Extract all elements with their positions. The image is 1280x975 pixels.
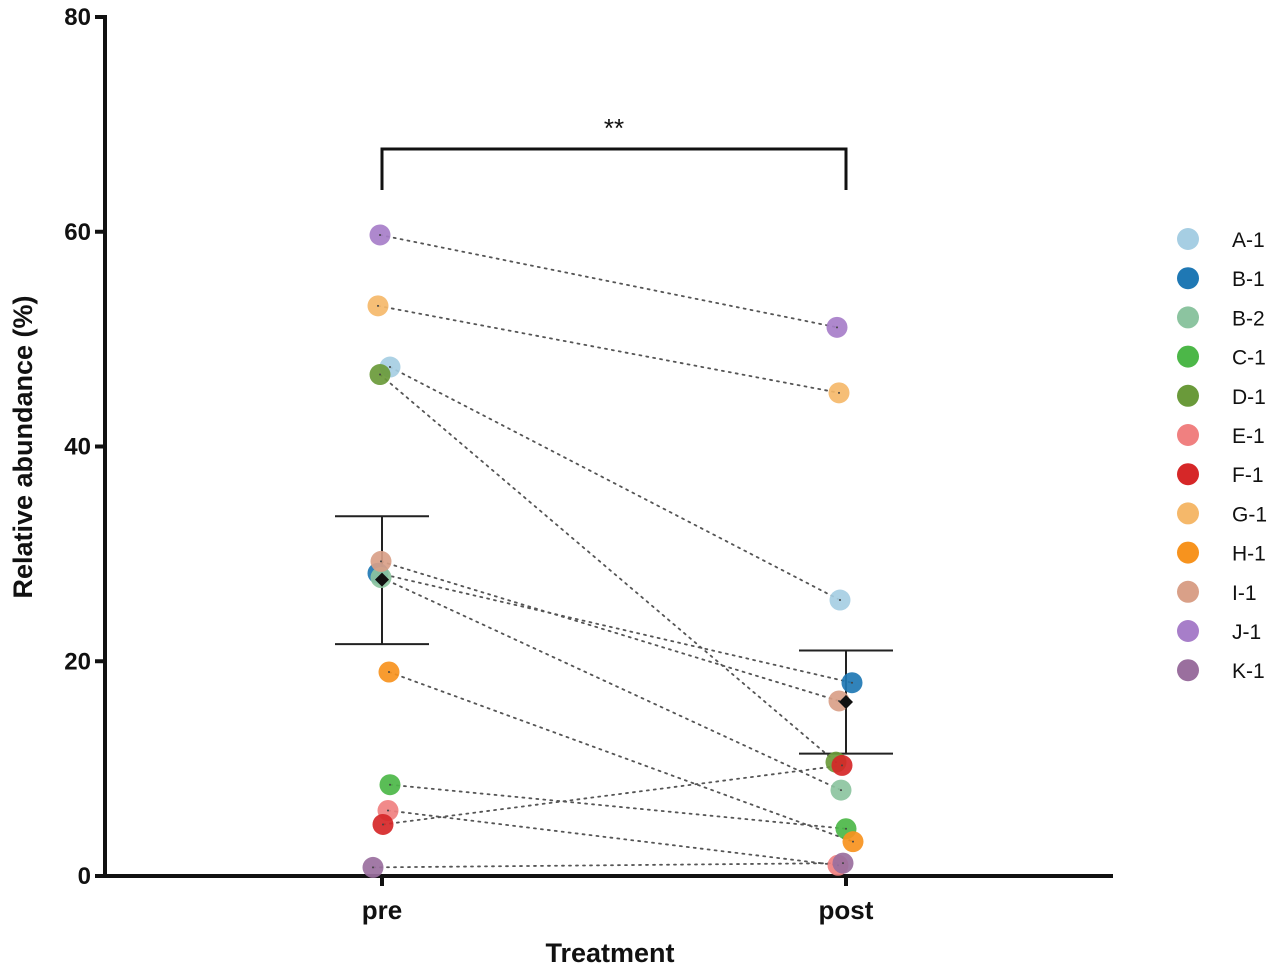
point-center-dot: [379, 373, 381, 376]
connector-E-1: [387, 809, 839, 867]
paired-connectors: [372, 234, 854, 869]
legend-label-H-1: H-1: [1232, 543, 1266, 566]
legend-label-B-2: B-2: [1232, 307, 1265, 330]
x-axis-title: Treatment: [545, 938, 674, 968]
point-center-dot: [387, 809, 389, 812]
connector-K-1: [372, 862, 844, 869]
point-center-dot: [852, 840, 854, 843]
point-center-dot: [841, 764, 843, 767]
y-tick-label: 60: [64, 219, 91, 246]
legend-marker-G-1: [1177, 502, 1199, 525]
legend-marker-J-1: [1177, 620, 1199, 642]
point-center-dot: [851, 681, 853, 684]
point-center-dot: [380, 560, 382, 563]
connector-H-1: [388, 671, 854, 843]
legend-label-K-1: K-1: [1232, 660, 1265, 683]
connector-G-1: [377, 304, 840, 394]
legend-marker-E-1: [1177, 424, 1199, 446]
legend-label-A-1: A-1: [1232, 229, 1265, 252]
axes: 0 20 40 60 80 pre post: [64, 4, 1113, 925]
legend-label-J-1: J-1: [1232, 621, 1261, 644]
legend-label-G-1: G-1: [1232, 503, 1267, 526]
y-tick-label: 40: [64, 434, 91, 461]
point-center-dot: [382, 823, 384, 826]
y-tick-label: 80: [64, 4, 91, 31]
point-center-dot: [838, 699, 840, 702]
legend-marker-D-1: [1177, 384, 1199, 407]
x-tick-label: post: [819, 895, 874, 925]
legend-label-C-1: C-1: [1232, 347, 1266, 370]
mean-marker-post: [839, 695, 853, 710]
legend-marker-H-1: [1177, 541, 1199, 564]
data-points: [362, 224, 864, 878]
point-center-dot: [836, 326, 838, 329]
significance-bracket-line: [380, 147, 848, 190]
point-center-dot: [389, 783, 391, 786]
legend-label-I-1: I-1: [1232, 582, 1257, 605]
point-center-dot: [838, 391, 840, 394]
point-center-dot: [839, 599, 841, 602]
mean-markers: [375, 572, 853, 710]
y-tick-label: 0: [78, 863, 91, 890]
connector-F-1: [382, 764, 843, 826]
legend-label-F-1: F-1: [1232, 464, 1264, 487]
y-tick-label: 20: [64, 648, 91, 675]
point-center-dot: [377, 304, 379, 307]
significance-bracket: **: [380, 113, 848, 190]
point-center-dot: [840, 789, 842, 792]
point-center-dot: [842, 862, 844, 865]
significance-label: **: [604, 113, 624, 143]
point-center-dot: [379, 233, 381, 236]
mean-marker-pre: [375, 572, 389, 587]
connector-J-1: [379, 234, 838, 329]
connector-C-1: [389, 783, 847, 830]
legend-marker-F-1: [1177, 463, 1199, 486]
x-tick-label: pre: [362, 895, 402, 925]
y-axis-title: Relative abundance (%): [8, 295, 38, 598]
connector-D-1: [379, 373, 837, 764]
connector-A-1: [389, 366, 841, 601]
legend-marker-C-1: [1177, 345, 1199, 368]
legend-label-B-1: B-1: [1232, 268, 1265, 291]
legend-marker-A-1: [1177, 228, 1199, 250]
point-center-dot: [389, 366, 391, 369]
legend-label-D-1: D-1: [1232, 386, 1266, 409]
mean-sem-bars: [335, 515, 893, 755]
connector-I-1: [380, 560, 840, 702]
point-center-dot: [372, 866, 374, 869]
point-center-dot: [388, 670, 390, 673]
connector-B-2: [380, 576, 842, 791]
legend-marker-I-1: [1177, 580, 1199, 603]
legend: A-1 B-1 B-2 C-1 D-1 E-1 F-1 G-1 H-1 I-1 J-1 K-1: [1177, 228, 1267, 683]
legend-marker-B-1: [1177, 267, 1199, 290]
point-center-dot: [845, 827, 847, 830]
legend-marker-K-1: [1177, 659, 1199, 682]
connector-B-1: [377, 572, 853, 684]
legend-label-E-1: E-1: [1232, 425, 1265, 448]
legend-marker-B-2: [1177, 306, 1199, 329]
